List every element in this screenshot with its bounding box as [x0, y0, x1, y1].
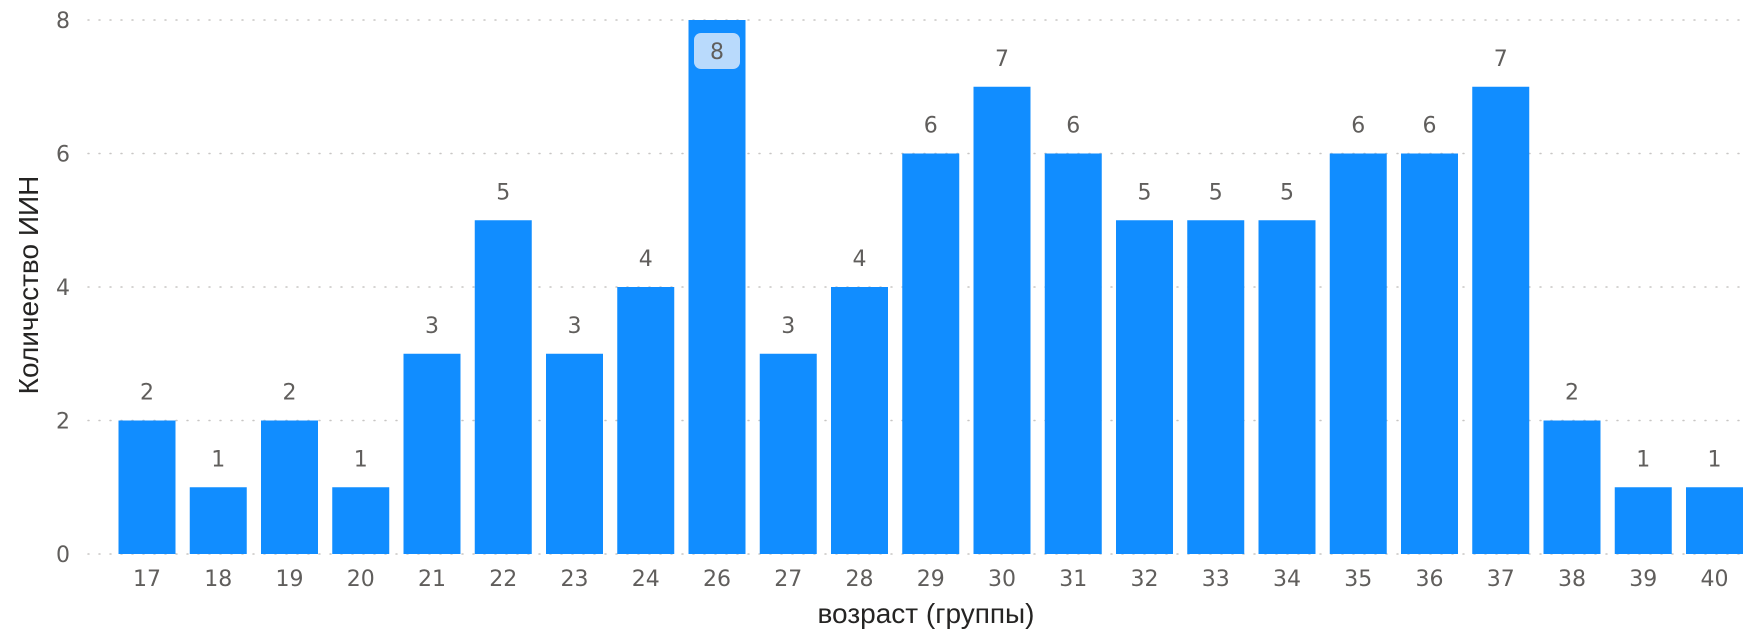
x-tick-label: 29	[917, 567, 945, 592]
data-label: 3	[425, 314, 439, 339]
x-tick-label: 19	[276, 567, 304, 592]
bar[interactable]	[332, 487, 390, 554]
x-tick-label: 24	[632, 567, 660, 592]
data-label: 4	[853, 247, 867, 272]
bar[interactable]	[118, 420, 176, 555]
y-tick-label: 6	[56, 143, 70, 168]
x-tick-label: 22	[489, 567, 517, 592]
bar[interactable]	[1543, 420, 1601, 555]
x-tick-label: 17	[133, 567, 161, 592]
x-tick-label: 32	[1131, 567, 1159, 592]
bar[interactable]	[759, 353, 817, 554]
bar[interactable]	[546, 353, 603, 554]
x-tick-label: 21	[418, 567, 446, 592]
bar[interactable]	[1401, 153, 1458, 555]
x-tick-label: 30	[988, 567, 1016, 592]
data-label: 5	[496, 180, 510, 205]
x-tick-label: 18	[204, 567, 232, 592]
bar[interactable]	[1686, 487, 1743, 554]
data-label: 5	[1209, 180, 1223, 205]
bars	[118, 20, 1743, 555]
bar[interactable]	[617, 287, 675, 554]
x-tick-label: 23	[561, 567, 589, 592]
bar[interactable]	[1044, 153, 1102, 555]
bar[interactable]	[261, 420, 318, 555]
bar[interactable]	[1329, 153, 1387, 555]
x-tick-label: 31	[1059, 567, 1087, 592]
bar[interactable]	[189, 487, 247, 554]
bar[interactable]	[1472, 86, 1530, 554]
x-tick-label: 35	[1344, 567, 1372, 592]
bar[interactable]	[973, 86, 1031, 554]
y-tick-label: 2	[56, 410, 70, 435]
bar[interactable]	[902, 153, 960, 555]
x-tick-label: 38	[1558, 567, 1586, 592]
x-tick-label: 40	[1701, 567, 1729, 592]
data-label: 2	[283, 381, 297, 406]
data-label: 6	[1351, 114, 1365, 139]
bar[interactable]	[474, 220, 532, 554]
y-axis-ticks: 0 2 4 6 8	[56, 9, 70, 568]
bar[interactable]	[1116, 220, 1173, 554]
data-label-highlight	[694, 33, 740, 69]
data-label: 7	[1494, 47, 1508, 72]
y-tick-label: 4	[56, 276, 70, 301]
bar[interactable]	[1258, 220, 1316, 554]
data-label: 6	[1066, 114, 1080, 139]
data-labels: 2 1 2 1 3 5 3 4 8 3 4 6 7 6 5 5 5 6 6 7 2 1 1	[140, 33, 1722, 472]
data-label: 5	[1138, 180, 1152, 205]
data-label: 5	[1280, 180, 1294, 205]
x-tick-label: 27	[774, 567, 802, 592]
data-label: 3	[781, 314, 795, 339]
data-label: 8	[710, 40, 724, 65]
y-tick-label: 0	[56, 543, 70, 568]
bar[interactable]	[1614, 487, 1672, 554]
x-tick-label: 26	[703, 567, 731, 592]
x-tick-label: 37	[1487, 567, 1515, 592]
bar[interactable]	[688, 20, 746, 554]
data-label: 1	[1708, 447, 1722, 472]
data-label: 1	[354, 447, 368, 472]
data-label: 7	[995, 47, 1009, 72]
data-label: 6	[1423, 114, 1437, 139]
x-axis-ticks: 17 18 19 20 21 22 23 24 26 27 28 29 30 31 32 33 34 35 36 37…	[133, 567, 1729, 592]
x-tick-label: 34	[1273, 567, 1301, 592]
x-tick-label: 36	[1416, 567, 1444, 592]
x-axis-title: возраст (группы)	[818, 598, 1035, 629]
data-label: 2	[140, 381, 154, 406]
y-axis-title: Количество ИИН	[13, 176, 44, 395]
data-label: 2	[1565, 381, 1579, 406]
y-tick-label: 8	[56, 9, 70, 34]
x-tick-label: 20	[347, 567, 375, 592]
bar[interactable]	[1187, 220, 1245, 554]
data-label: 1	[1636, 447, 1650, 472]
bar[interactable]	[831, 287, 888, 554]
data-label: 1	[211, 447, 225, 472]
x-tick-label: 39	[1629, 567, 1657, 592]
data-label: 6	[924, 114, 938, 139]
data-label: 3	[568, 314, 582, 339]
x-tick-label: 33	[1202, 567, 1230, 592]
x-tick-label: 28	[846, 567, 874, 592]
bar[interactable]	[403, 353, 461, 554]
data-label: 4	[639, 247, 653, 272]
